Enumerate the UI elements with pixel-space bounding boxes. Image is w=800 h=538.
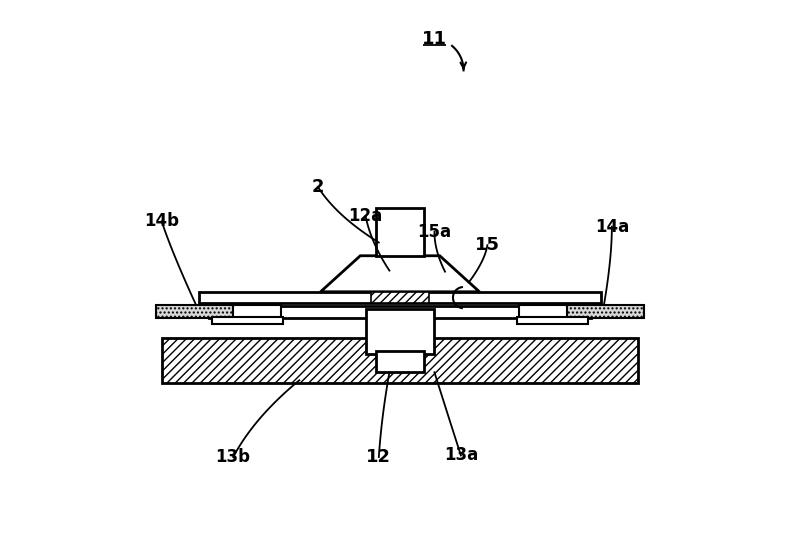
Text: 2: 2: [312, 178, 324, 196]
Bar: [371, 292, 429, 303]
Text: 15a: 15a: [418, 223, 451, 241]
Bar: [366, 309, 434, 354]
Bar: [376, 351, 424, 372]
Bar: [376, 208, 424, 256]
Bar: [198, 292, 602, 303]
Bar: [233, 305, 281, 318]
Bar: [212, 317, 283, 324]
Bar: [162, 338, 638, 383]
Text: 13a: 13a: [444, 447, 478, 464]
Bar: [519, 305, 567, 318]
Text: 14a: 14a: [594, 218, 629, 236]
Text: 11: 11: [422, 30, 447, 47]
Text: 15: 15: [475, 236, 500, 254]
Text: 13b: 13b: [216, 448, 250, 466]
Text: 12a: 12a: [349, 207, 382, 225]
Bar: [517, 317, 588, 324]
Bar: [567, 305, 644, 318]
Bar: [210, 306, 590, 318]
Bar: [156, 305, 233, 318]
Polygon shape: [321, 256, 479, 292]
Text: 12: 12: [366, 448, 391, 466]
Text: 14b: 14b: [144, 213, 179, 230]
